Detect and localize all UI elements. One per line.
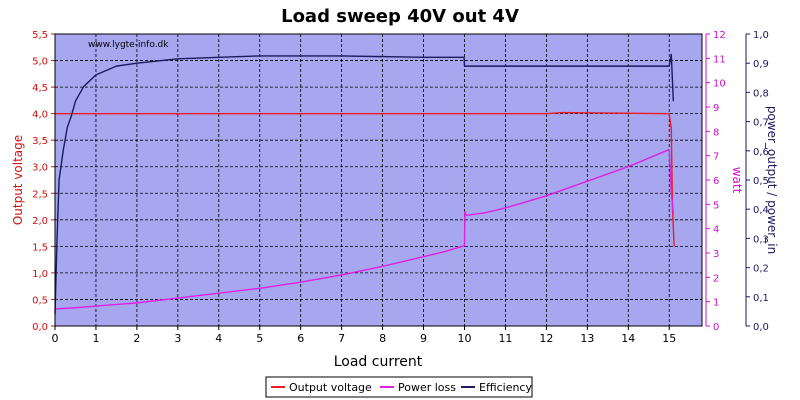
watermark: www.lygte-info.dk	[88, 40, 169, 50]
y-right-watt-tick-label: 0	[713, 322, 719, 333]
y-left-tick-label: 3,0	[32, 163, 48, 174]
axes: 0 1 2 3 4 5 6 7 8 9 10 11 12 13 14 150,00,51,01,52,02,5…	[32, 30, 769, 345]
x-tick-label: 6	[297, 332, 304, 345]
y-right-watt-tick-label: 3	[713, 249, 719, 260]
y-right-efficiency-tick-label: 0,9	[753, 59, 769, 70]
y-left-tick-label: 3,5	[32, 136, 48, 147]
y-right-watt-tick-label: 10	[713, 79, 726, 90]
efficiency-line	[54, 53, 675, 315]
y-right-watt-tick-label: 12	[713, 30, 726, 41]
x-tick-label: 13	[580, 332, 594, 345]
y-left-tick-label: 0,5	[32, 295, 48, 306]
legend-label-efficiency: Efficiency	[479, 381, 532, 394]
y-left-tick-label: 0,0	[32, 322, 48, 333]
y-left-tick-label: 1,5	[32, 242, 48, 253]
y-left-tick-label: 1,0	[32, 269, 48, 280]
y-right-efficiency-tick-label: 0,0	[753, 322, 769, 333]
y-right-watt-tick-label: 7	[713, 152, 719, 163]
y-right-efficiency-tick-label: 0,6	[753, 147, 769, 158]
x-tick-label: 1	[92, 332, 99, 345]
x-tick-label: 4	[215, 332, 222, 345]
x-tick-label: 12	[539, 332, 553, 345]
y-axis-label-right-efficiency: power_output / power_in	[765, 106, 779, 254]
y-right-watt-tick-label: 9	[713, 103, 719, 114]
y-right-efficiency-tick-label: 0,7	[753, 118, 769, 129]
y-right-watt-tick-label: 6	[713, 176, 719, 187]
x-axis-label: Load current	[334, 354, 423, 370]
plot-background	[55, 34, 702, 326]
y-left-tick-label: 5,5	[32, 30, 48, 41]
y-right-efficiency-tick-label: 0,4	[753, 205, 769, 216]
x-tick-label: 8	[379, 332, 386, 345]
x-tick-label: 10	[457, 332, 471, 345]
legend: Output voltage Power loss Efficiency	[265, 376, 533, 398]
y-axis-label-left: Output voltage	[11, 135, 25, 225]
y-right-efficiency-tick-label: 0,1	[753, 293, 769, 304]
y-axis-label-right-watt: watt	[730, 167, 744, 194]
y-left-tick-label: 2,5	[32, 189, 48, 200]
y-left-tick-label: 4,0	[32, 110, 48, 121]
plot-frame	[54, 33, 703, 327]
voltage-line	[55, 111, 675, 247]
y-right-efficiency-tick-label: 0,5	[753, 176, 769, 187]
x-tick-label: 2	[133, 332, 140, 345]
y-right-efficiency-tick-label: 0,3	[753, 234, 769, 245]
y-right-watt-tick-label: 5	[713, 200, 719, 211]
x-tick-label: 7	[338, 332, 345, 345]
x-tick-label: 11	[498, 332, 512, 345]
y-right-watt-tick-label: 8	[713, 127, 719, 138]
power-loss-line	[54, 148, 675, 310]
x-tick-label: 3	[174, 332, 181, 345]
x-tick-label: 14	[621, 332, 635, 345]
y-left-tick-label: 2,0	[32, 216, 48, 227]
legend-label-power-loss: Power loss	[398, 381, 456, 394]
legend-label-voltage: Output voltage	[289, 381, 372, 394]
y-right-watt-tick-label: 1	[713, 298, 719, 309]
legend-box	[265, 376, 533, 398]
x-tick-label: 0	[52, 332, 59, 345]
y-right-watt-tick-label: 2	[713, 273, 719, 284]
x-tick-label: 5	[256, 332, 263, 345]
chart-title: Load sweep 40V out 4V	[281, 6, 519, 27]
y-left-tick-label: 5,0	[32, 57, 48, 68]
series-group	[54, 53, 675, 315]
y-left-tick-label: 4,5	[32, 83, 48, 94]
y-right-watt-tick-label: 4	[713, 225, 719, 236]
y-right-efficiency-tick-label: 0,2	[753, 264, 769, 275]
y-right-efficiency-tick-label: 0,8	[753, 88, 769, 99]
y-right-efficiency-tick-label: 1,0	[753, 30, 769, 41]
y-right-watt-tick-label: 11	[713, 54, 726, 65]
x-tick-label: 15	[662, 332, 676, 345]
x-tick-label: 9	[420, 332, 427, 345]
